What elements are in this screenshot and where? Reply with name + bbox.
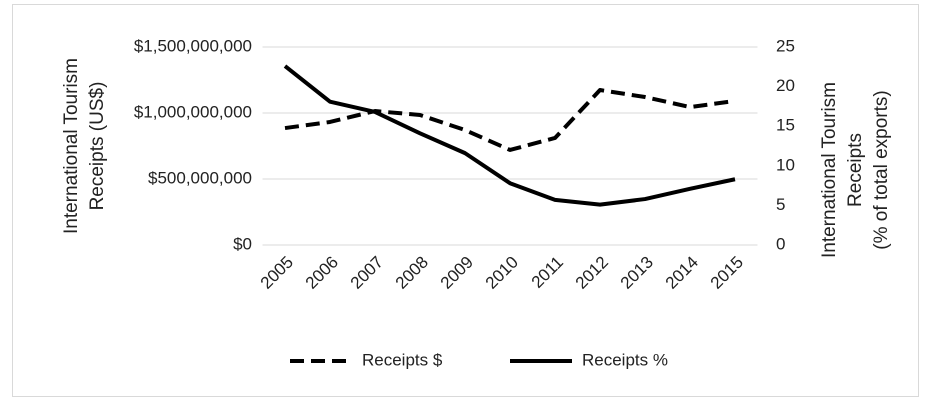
line-series — [284, 88, 736, 152]
legend-label: Receipts % — [582, 350, 668, 369]
y2-tick-label: 20 — [776, 76, 795, 95]
y-tick-label: $1,000,000,000 — [134, 102, 252, 121]
y2-axis-label: International Tourism — [819, 82, 840, 258]
chart-border — [12, 4, 919, 397]
y-axis-label: International Tourism — [61, 58, 82, 234]
y2-axis-label: (% of total exports) — [871, 90, 892, 249]
line-series — [283, 64, 736, 207]
y2-tick-label: 15 — [776, 116, 795, 135]
legend-label: Receipts $ — [362, 350, 443, 369]
y-tick-label: $1,500,000,000 — [134, 36, 252, 55]
y2-tick-label: 10 — [776, 155, 795, 174]
y2-tick-label: 5 — [776, 195, 785, 214]
y-tick-label: $0 — [233, 234, 252, 253]
y-tick-label: $500,000,000 — [148, 168, 252, 187]
y-axis-label: Receipts (US$) — [87, 82, 108, 211]
y2-tick-label: 0 — [776, 234, 785, 253]
y2-axis-label: Receipts — [845, 133, 866, 207]
y2-tick-label: 25 — [776, 36, 795, 55]
